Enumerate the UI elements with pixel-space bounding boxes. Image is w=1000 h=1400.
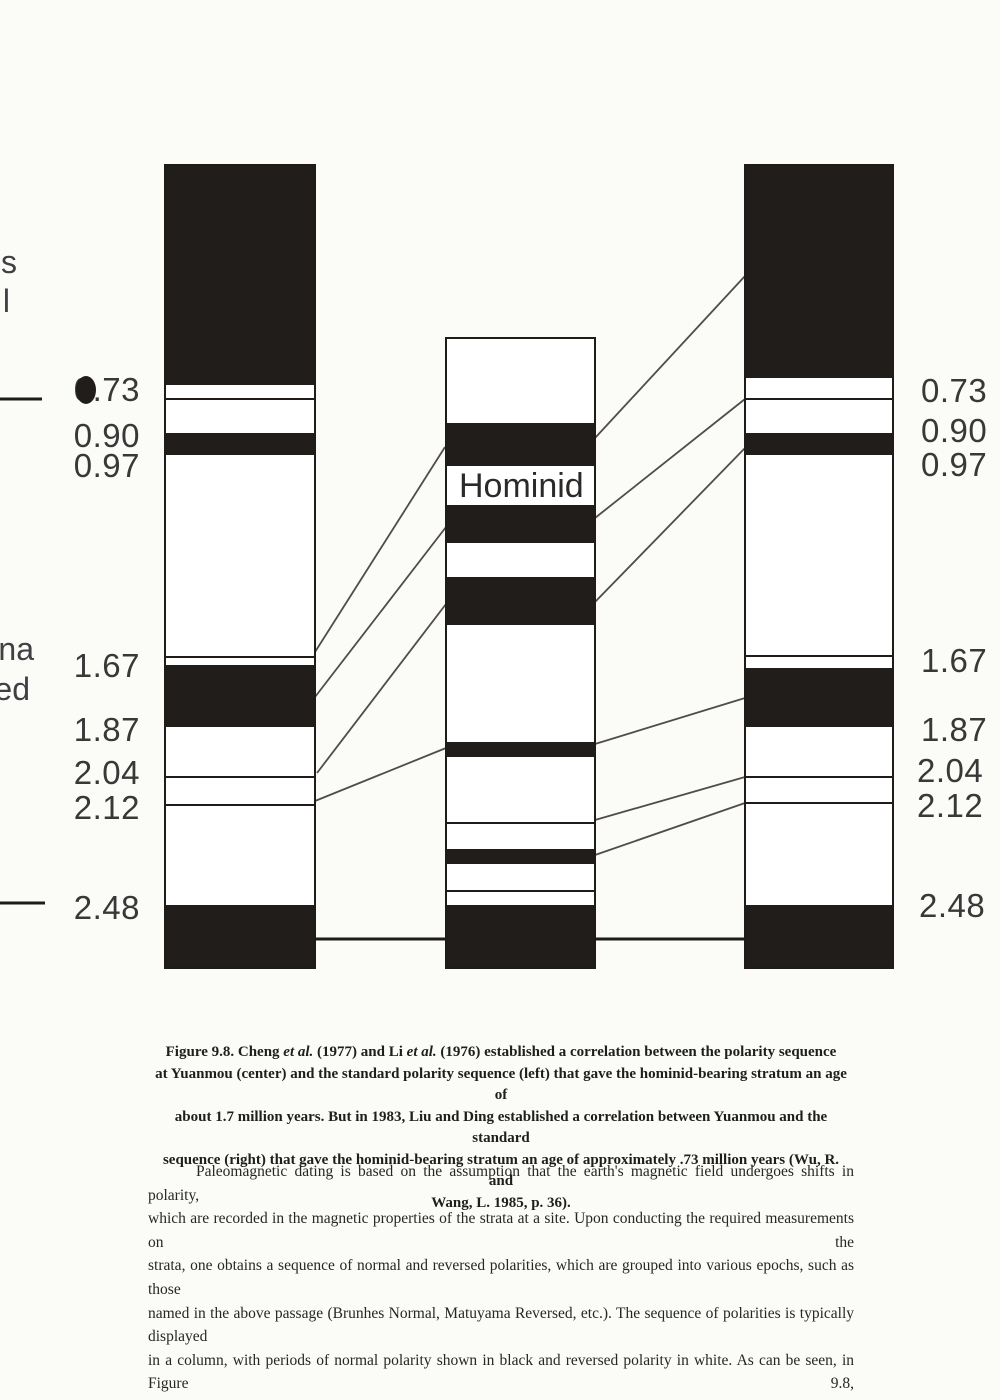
age-label-right: 0.73 (921, 372, 987, 409)
age-label-right: 2.48 (919, 887, 985, 924)
left-margin-text-fragments: sl na ed (0, 244, 34, 707)
caption-line: at Yuanmou (center) and the standard pol… (155, 1065, 847, 1104)
normal-polarity-stripe (446, 505, 595, 543)
age-label-left: 0.97 (74, 447, 140, 484)
caption-line: about 1.7 million years. But in 1983, Li… (174, 1108, 828, 1147)
age-label-right: 2.12 (917, 787, 983, 824)
correlation-line (316, 603, 447, 774)
caption-line: Figure 9.8. Cheng et al. (1977) and Li e… (165, 1044, 837, 1060)
body-line: Paleomagnetic dating is based on the ass… (148, 1163, 854, 1204)
normal-polarity-stripe (165, 433, 315, 455)
figure-caption: Figure 9.8. Cheng et al. (1977) and Li e… (150, 1042, 852, 1214)
normal-polarity-stripe (745, 433, 893, 455)
age-label-right: 1.67 (921, 642, 987, 679)
normal-polarity-stripe (165, 905, 315, 968)
body-line: named in the above passage (Brunhes Norm… (148, 1304, 854, 1346)
body-line: which are recorded in the magnetic prope… (148, 1210, 854, 1251)
correlation-line (314, 446, 446, 653)
correlation-line (594, 776, 746, 821)
normal-polarity-stripe (745, 165, 893, 378)
normal-polarity-stripe (446, 423, 595, 466)
polarity-column-standard-sequence-right (744, 164, 894, 969)
body-line: strata, one obtains a sequence of normal… (148, 1257, 854, 1298)
age-label-left: 0.90 (74, 417, 140, 454)
normal-polarity-stripe (446, 577, 595, 625)
age-label-left: 2.48 (74, 889, 140, 926)
normal-polarity-stripe (446, 905, 595, 968)
age-label-right: 1.87 (921, 711, 987, 748)
polarity-columns (164, 164, 894, 969)
polarity-column-yuanmou-sequence-center (445, 337, 596, 969)
normal-polarity-stripe (165, 665, 315, 727)
caption-line: Wang, L. 1985, p. 36). (431, 1194, 571, 1211)
correlation-line (594, 447, 746, 603)
epoch-name-fragment: l (3, 283, 10, 319)
age-label-left: 1.67 (74, 647, 140, 684)
normal-polarity-stripe (446, 742, 595, 757)
correlation-line (594, 275, 746, 439)
epoch-name-fragment: s (1, 244, 17, 280)
age-label-right: 2.04 (917, 752, 983, 789)
correlation-line (594, 697, 746, 745)
normal-polarity-stripe (446, 849, 595, 864)
body-line: in a column, with periods of normal pola… (148, 1351, 854, 1393)
correlation-line (594, 398, 746, 519)
right-age-labels: 0.730.900.97 1.67 1.87 2.042.12 2.48 (917, 372, 987, 924)
age-label-left: 1.87 (74, 711, 140, 748)
epoch-name-fragment: na (0, 631, 34, 667)
age-label-left: 2.04 (74, 754, 140, 791)
normal-polarity-stripe (745, 905, 893, 968)
correlation-line (314, 526, 447, 698)
age-tick-marks (0, 397, 45, 905)
body-paragraph: Paleomagnetic dating is based on the ass… (148, 1160, 854, 1396)
normal-polarity-stripe (165, 165, 315, 385)
polarity-column-standard-sequence-left (164, 164, 316, 969)
caption-line: sequence (right) that gave the hominid-b… (162, 1151, 840, 1190)
column-border (744, 164, 894, 969)
correlation-line (594, 802, 746, 856)
column-border (164, 164, 316, 969)
normal-polarity-stripe (745, 668, 893, 727)
epoch-name-fragment: ed (0, 671, 30, 707)
column-border (445, 337, 596, 969)
age-label-right: 0.97 (921, 446, 987, 483)
correlation-line (314, 747, 447, 802)
age-label-left: 2.12 (74, 789, 140, 826)
left-age-labels: 0.730.900.971.671.872.042.122.48 (74, 371, 140, 926)
age-label-right: 0.90 (921, 412, 987, 449)
hominid-label: Hominid (459, 467, 584, 505)
ink-smudge (76, 376, 96, 404)
